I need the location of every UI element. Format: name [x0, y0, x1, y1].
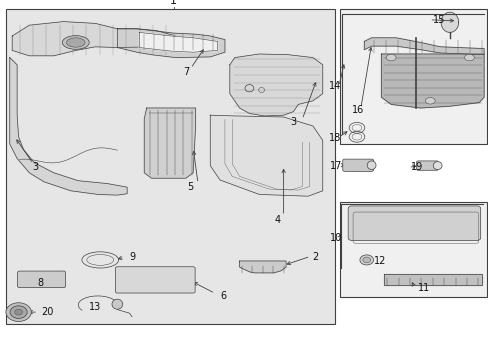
Polygon shape [139, 32, 217, 52]
Polygon shape [229, 54, 322, 116]
Text: 8: 8 [37, 278, 43, 288]
Text: 9: 9 [129, 252, 136, 262]
Ellipse shape [366, 161, 375, 170]
Text: 15: 15 [432, 15, 444, 25]
Ellipse shape [386, 54, 395, 61]
Text: 4: 4 [274, 215, 280, 225]
Text: 6: 6 [220, 291, 226, 301]
FancyBboxPatch shape [347, 206, 480, 240]
Ellipse shape [425, 98, 434, 104]
Ellipse shape [112, 299, 122, 309]
FancyBboxPatch shape [18, 271, 65, 288]
Text: 7: 7 [183, 67, 188, 77]
Text: 2: 2 [312, 252, 318, 262]
Text: 10: 10 [329, 233, 342, 243]
Ellipse shape [10, 306, 27, 318]
Polygon shape [440, 12, 458, 32]
Text: 1: 1 [170, 0, 177, 6]
Text: 11: 11 [417, 283, 429, 293]
Ellipse shape [66, 38, 85, 47]
Text: 12: 12 [373, 256, 386, 266]
Polygon shape [210, 115, 322, 196]
FancyBboxPatch shape [342, 159, 373, 171]
Bar [339, 202, 486, 297]
Bar [339, 9, 486, 144]
FancyBboxPatch shape [416, 161, 437, 170]
Text: 3: 3 [290, 117, 296, 127]
Text: 3: 3 [32, 162, 38, 172]
Text: 16: 16 [351, 105, 364, 115]
Text: 14: 14 [328, 81, 341, 91]
Ellipse shape [464, 54, 473, 61]
Text: 5: 5 [187, 182, 193, 192]
Text: 19: 19 [410, 162, 422, 172]
Ellipse shape [432, 162, 441, 170]
Polygon shape [239, 261, 285, 273]
Text: 17: 17 [329, 161, 342, 171]
Ellipse shape [362, 257, 370, 263]
Ellipse shape [6, 303, 31, 321]
Text: 18: 18 [328, 132, 341, 143]
Ellipse shape [15, 309, 22, 315]
Polygon shape [364, 38, 483, 55]
Polygon shape [12, 22, 176, 56]
Polygon shape [381, 54, 483, 108]
FancyBboxPatch shape [115, 267, 195, 293]
Text: 20: 20 [41, 307, 54, 317]
Polygon shape [117, 29, 224, 58]
Bar [6, 9, 334, 324]
Ellipse shape [359, 255, 373, 265]
Text: 13: 13 [89, 302, 102, 312]
Polygon shape [10, 58, 127, 195]
Polygon shape [383, 274, 481, 285]
Polygon shape [144, 108, 195, 178]
Ellipse shape [62, 36, 89, 49]
